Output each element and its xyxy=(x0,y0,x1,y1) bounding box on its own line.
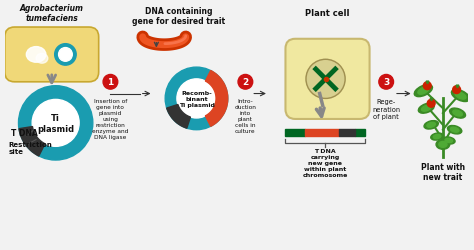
Text: 2: 2 xyxy=(242,78,248,87)
Circle shape xyxy=(423,82,431,90)
FancyBboxPatch shape xyxy=(285,40,370,119)
Ellipse shape xyxy=(36,54,48,64)
Circle shape xyxy=(177,80,216,118)
Text: Plant with
new trait: Plant with new trait xyxy=(421,162,465,182)
Ellipse shape xyxy=(445,139,453,143)
Ellipse shape xyxy=(453,111,462,117)
Text: Recomb-
binant
Ti plasmid: Recomb- binant Ti plasmid xyxy=(179,91,214,107)
FancyBboxPatch shape xyxy=(5,28,99,82)
Bar xyxy=(305,130,339,136)
Ellipse shape xyxy=(451,90,470,102)
Circle shape xyxy=(32,100,79,147)
Ellipse shape xyxy=(433,135,441,139)
Polygon shape xyxy=(167,105,191,129)
Text: Agrobacterium
tumefaciens: Agrobacterium tumefaciens xyxy=(20,4,84,23)
Ellipse shape xyxy=(427,123,436,128)
Bar xyxy=(355,130,365,136)
Text: Restriction
site: Restriction site xyxy=(9,141,53,154)
Bar xyxy=(339,130,355,136)
Text: T DNA
carrying
new gene
within plant
chromosome: T DNA carrying new gene within plant chr… xyxy=(302,148,348,177)
Circle shape xyxy=(427,100,435,108)
Circle shape xyxy=(59,48,72,62)
Text: DNA containing
gene for desired trait: DNA containing gene for desired trait xyxy=(132,6,226,26)
Ellipse shape xyxy=(414,85,432,97)
Text: Plant cell: Plant cell xyxy=(305,10,350,18)
Circle shape xyxy=(238,75,253,90)
Ellipse shape xyxy=(447,126,462,134)
Text: T DNA: T DNA xyxy=(11,129,37,138)
Text: Intro-
duction
into
plant
cells in
culture: Intro- duction into plant cells in cultu… xyxy=(235,99,256,134)
Bar xyxy=(285,130,305,136)
Text: Rege-
neration
of plant: Rege- neration of plant xyxy=(372,99,400,119)
Ellipse shape xyxy=(418,88,429,95)
Polygon shape xyxy=(205,71,228,127)
Circle shape xyxy=(55,44,76,66)
Text: 1: 1 xyxy=(107,78,114,87)
Ellipse shape xyxy=(421,106,431,112)
Ellipse shape xyxy=(450,128,459,133)
Text: Ti
plasmid: Ti plasmid xyxy=(37,113,74,134)
Circle shape xyxy=(306,60,345,99)
Ellipse shape xyxy=(27,48,46,63)
Ellipse shape xyxy=(424,121,438,130)
Ellipse shape xyxy=(443,138,455,144)
Text: 3: 3 xyxy=(383,78,389,87)
Text: Insertion of
gene into
plasmid
using
restriction
enzyme and
DNA ligase: Insertion of gene into plasmid using res… xyxy=(92,99,128,140)
Ellipse shape xyxy=(450,109,465,119)
Circle shape xyxy=(103,75,118,90)
Polygon shape xyxy=(19,127,45,156)
Ellipse shape xyxy=(455,92,466,100)
Circle shape xyxy=(18,86,93,160)
Circle shape xyxy=(165,68,228,130)
Ellipse shape xyxy=(431,134,443,140)
Ellipse shape xyxy=(419,104,434,114)
Circle shape xyxy=(379,75,393,90)
Circle shape xyxy=(453,86,461,94)
Ellipse shape xyxy=(436,140,450,150)
Ellipse shape xyxy=(439,142,447,148)
